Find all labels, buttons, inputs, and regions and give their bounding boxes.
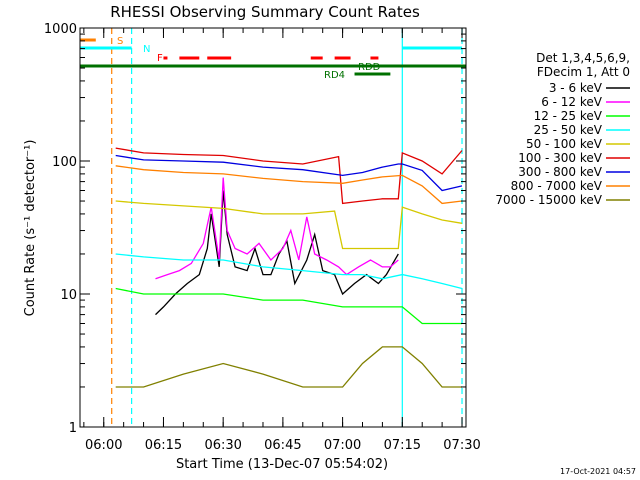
series-line-9 <box>115 346 462 388</box>
y-tick-label: 100 <box>52 155 77 170</box>
x-tick-label: 07:15 <box>384 438 421 453</box>
series-line-1 <box>155 190 399 316</box>
y-tick-label: 1 <box>69 421 77 436</box>
series-line-4 <box>115 253 463 290</box>
legend-entry-label: 3 - 6 keV <box>549 81 603 95</box>
x-axis-label: Start Time (13-Dec-07 05:54:02) <box>176 457 388 472</box>
flag-label-rdd: RDD <box>358 62 381 73</box>
y-tick-label: 1000 <box>44 22 77 37</box>
flag-label-s: S <box>117 36 123 47</box>
series-line-5 <box>115 200 463 250</box>
legend-header: Det 1,3,4,5,6,9, <box>536 51 630 65</box>
legend-entry-label: 300 - 800 keV <box>518 165 602 179</box>
legend-header: FDecim 1, Att 0 <box>537 65 630 79</box>
legend-entry-label: 25 - 50 keV <box>534 123 603 137</box>
x-tick-label: 06:00 <box>85 438 122 453</box>
legend-entry-label: 50 - 100 keV <box>526 137 603 151</box>
x-tick-label: 07:30 <box>443 438 480 453</box>
plot-frame <box>79 27 467 428</box>
x-tick-label: 06:30 <box>204 438 241 453</box>
x-tick-label: 07:00 <box>324 438 361 453</box>
legend: Det 1,3,4,5,6,9,FDecim 1, Att 0 3 - 6 keV… <box>495 51 630 207</box>
y-axis-label: Count Rate (s⁻¹ detector⁻¹) <box>23 140 38 317</box>
flag-label-n: N <box>143 44 150 55</box>
series-line-7 <box>115 154 463 192</box>
axes: 1 10 100 1000 06:00 06:15 06:30 06:45 07:00 07:15… <box>44 22 481 453</box>
y-tick-label: 10 <box>60 288 77 303</box>
x-tick-label: 06:15 <box>145 438 182 453</box>
chart-title: RHESSI Observing Summary Count Rates <box>110 3 420 21</box>
legend-entry-label: 12 - 25 keV <box>534 109 603 123</box>
x-tick-label: 06:45 <box>264 438 301 453</box>
series-line-2 <box>155 177 399 280</box>
series-line-8 <box>115 165 463 205</box>
series-line-3 <box>115 287 462 325</box>
flag-label-rd4: RD4 <box>324 70 345 81</box>
legend-entry-label: 100 - 300 keV <box>518 151 602 165</box>
legend-entry-label: 7000 - 15000 keV <box>495 193 602 207</box>
legend-entry-label: 800 - 7000 keV <box>511 179 603 193</box>
series-line-6 <box>115 147 463 205</box>
flag-label-f: F <box>157 53 163 64</box>
footer-timestamp: 17-Oct-2021 04:57 <box>560 467 636 476</box>
legend-entry-label: 6 - 12 keV <box>541 95 603 109</box>
